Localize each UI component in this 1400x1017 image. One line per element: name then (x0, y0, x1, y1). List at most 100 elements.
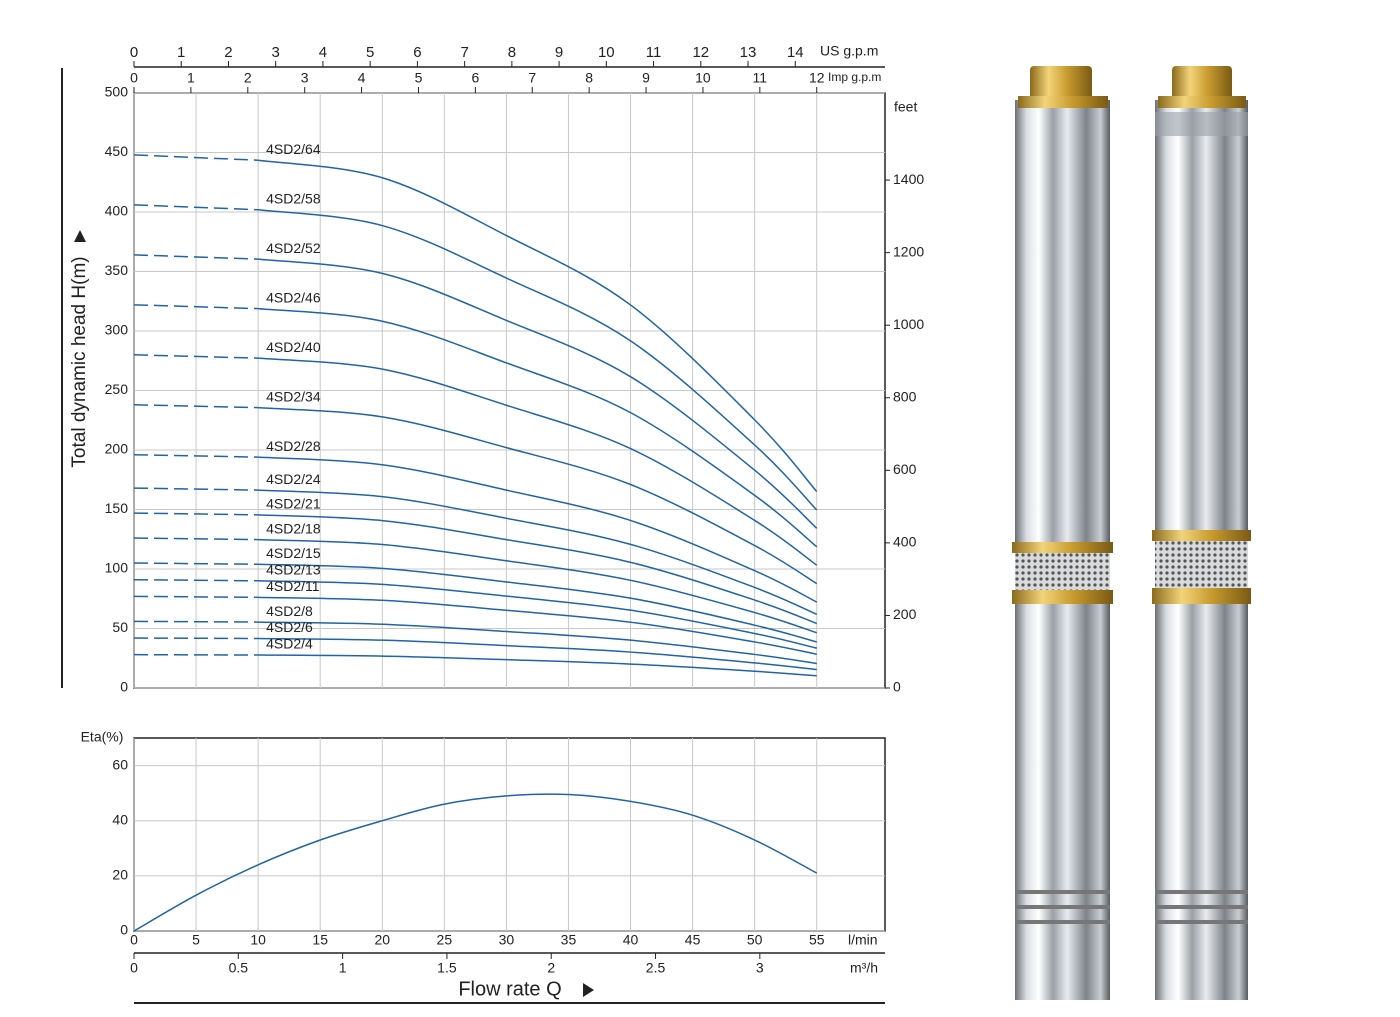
y-tick-label: 20 (112, 867, 128, 883)
top-axis-tick-label: 8 (508, 44, 516, 61)
series-line (258, 637, 817, 671)
arrow (74, 230, 86, 242)
series-line (258, 580, 817, 649)
series-line (258, 596, 817, 655)
top-axis-tick-label: 1 (177, 44, 185, 61)
y-axis-label: Eta(%) (81, 729, 124, 745)
y-tick-label: 450 (105, 143, 129, 159)
y2-tick-label: 1400 (893, 171, 924, 187)
y2-tick-label: 800 (893, 388, 917, 404)
top-axis-tick-label: 0 (130, 44, 138, 61)
x2-tick-label: 0 (130, 960, 138, 976)
x-axis-label: Flow rate Q (458, 978, 561, 1000)
series-label: 4SD2/40 (266, 339, 321, 355)
y-tick-label: 350 (105, 262, 129, 278)
x2-tick-label: 1.5 (437, 960, 457, 976)
y-tick-label: 50 (112, 619, 128, 635)
x-tick-label: 35 (561, 932, 577, 948)
top-axis-tick-label: 12 (809, 70, 825, 86)
series-label: 4SD2/13 (266, 561, 321, 577)
y-tick-label: 150 (105, 500, 129, 516)
top-axis-tick-label: 11 (646, 44, 662, 61)
x-tick-label: 25 (437, 932, 453, 948)
top-axis-tick-label: 5 (366, 44, 374, 61)
series-line (258, 456, 818, 603)
y2-tick-label: 0 (893, 679, 901, 695)
x-tick-label: 55 (809, 932, 825, 948)
top-axis-tick-label: 12 (692, 44, 709, 61)
y2-tick-label: 600 (893, 461, 917, 477)
series-line (258, 514, 817, 625)
series-label: 4SD2/28 (266, 438, 321, 454)
pump-image (1012, 66, 1113, 1000)
x-tick-label: 20 (374, 932, 390, 948)
series-line-dashed (133, 404, 259, 409)
series-line-dashed (133, 562, 259, 565)
series-line-dashed (133, 537, 259, 541)
top-axis-tick-label: 14 (787, 44, 804, 61)
series-line-dashed (133, 620, 259, 623)
series-line-dashed (133, 204, 259, 211)
top-axis-tick-label: 6 (471, 70, 479, 86)
x2-tick-label: 2.5 (646, 960, 666, 976)
top-axis-tick-label: 9 (642, 70, 650, 86)
series-line-dashed (133, 487, 259, 491)
top-axis-tick-label: 10 (695, 70, 711, 86)
y-axis-label: Total dynamic head H(m) (69, 256, 90, 467)
x2-unit-label: m³/h (850, 960, 878, 976)
top-axis-tick-label: 8 (585, 70, 593, 86)
top-axis-tick-label: 3 (272, 44, 280, 61)
series-label: 4SD2/52 (266, 240, 321, 256)
y-tick-label: 250 (105, 381, 129, 397)
series-line (258, 654, 817, 677)
series-label: 4SD2/58 (266, 190, 321, 206)
series-line (258, 406, 818, 585)
top-axis-tick-label: 2 (244, 70, 252, 86)
top-axis-tick-label: 10 (598, 44, 615, 61)
y-tick-label: 300 (105, 322, 129, 338)
top-axis-tick-label: 11 (753, 70, 768, 86)
series-line (258, 538, 817, 634)
y-tick-label: 500 (105, 84, 129, 100)
top-axis-tick-label: 4 (319, 44, 327, 61)
top-axis-tick-label: 4 (358, 70, 366, 86)
series-label: 4SD2/4 (266, 636, 313, 652)
top-axis-tick-label: 9 (555, 44, 563, 61)
plot-area (133, 737, 886, 932)
y2-axis-label: feet (894, 99, 917, 115)
x2-tick-label: 2 (547, 960, 555, 976)
series-label: 4SD2/15 (266, 545, 321, 561)
top-axis-tick-label: 7 (460, 44, 468, 61)
top-axis-tick-label: 6 (413, 44, 421, 61)
series-line-dashed (133, 454, 259, 458)
x-tick-label: 50 (747, 932, 763, 948)
series-label: 4SD2/24 (266, 471, 321, 487)
series-label: 4SD2/18 (266, 520, 321, 536)
y2-tick-label: 1200 (893, 243, 924, 259)
series-line-dashed (133, 154, 259, 161)
top-axis-tick-label: 13 (740, 44, 757, 61)
x-tick-label: 15 (312, 932, 328, 948)
arrow (583, 983, 594, 997)
series-label: 4SD2/8 (266, 603, 313, 619)
top-axis-tick-label: 7 (528, 70, 536, 86)
series-line (258, 357, 818, 566)
y-tick-label: 200 (105, 441, 129, 457)
series-label: 4SD2/34 (266, 388, 321, 404)
series-line (258, 258, 818, 529)
y-tick-label: 40 (112, 811, 128, 827)
x-tick-label: 5 (192, 932, 200, 948)
x-tick-label: 40 (623, 932, 639, 948)
series-line-dashed (133, 578, 259, 582)
pump-image (1152, 66, 1251, 1000)
top-axis-tick-label: 0 (130, 70, 138, 86)
x-tick-label: 10 (250, 932, 266, 948)
x2-tick-label: 3 (756, 960, 764, 976)
x-tick-label: 0 (130, 932, 138, 948)
series-line-dashed (133, 595, 259, 599)
series-line (258, 563, 817, 643)
series-label: 4SD2/6 (266, 619, 313, 635)
y2-tick-label: 200 (893, 606, 917, 622)
y2-tick-label: 400 (893, 534, 917, 550)
